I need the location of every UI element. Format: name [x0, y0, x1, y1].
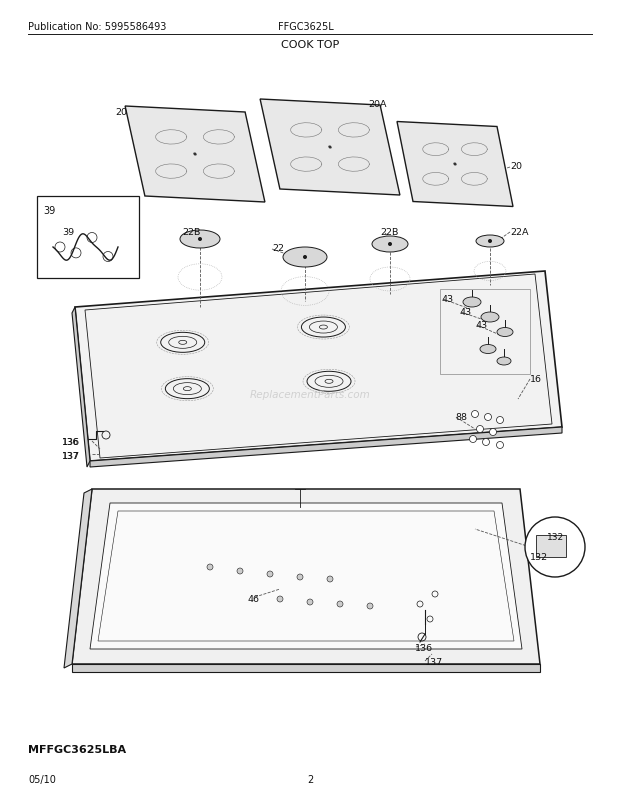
Ellipse shape [497, 328, 513, 337]
Circle shape [525, 517, 585, 577]
Polygon shape [90, 427, 562, 468]
Text: COOK TOP: COOK TOP [281, 40, 339, 50]
Ellipse shape [476, 236, 504, 248]
Text: 43: 43 [460, 308, 472, 317]
Polygon shape [72, 308, 90, 468]
Circle shape [490, 429, 497, 436]
Circle shape [482, 439, 490, 446]
Polygon shape [64, 489, 92, 668]
Circle shape [477, 426, 484, 433]
Circle shape [307, 599, 313, 606]
Circle shape [207, 565, 213, 570]
Polygon shape [75, 272, 562, 461]
Polygon shape [454, 164, 456, 166]
Circle shape [497, 417, 503, 424]
Circle shape [484, 414, 492, 421]
Ellipse shape [481, 313, 499, 322]
Circle shape [367, 603, 373, 610]
Text: 132: 132 [530, 553, 548, 561]
Text: MFFGC3625LBA: MFFGC3625LBA [28, 744, 126, 754]
Circle shape [471, 411, 479, 418]
Text: 16: 16 [530, 375, 542, 383]
Polygon shape [90, 504, 522, 649]
Text: 39: 39 [62, 228, 74, 237]
Text: 22B: 22B [380, 228, 399, 237]
Text: 46: 46 [248, 594, 260, 603]
Ellipse shape [283, 248, 327, 268]
Ellipse shape [497, 358, 511, 366]
Text: 88: 88 [455, 412, 467, 422]
Circle shape [267, 571, 273, 577]
Circle shape [337, 602, 343, 607]
Circle shape [388, 243, 392, 247]
Circle shape [303, 256, 307, 260]
Circle shape [469, 436, 477, 443]
Ellipse shape [372, 237, 408, 253]
Ellipse shape [480, 345, 496, 354]
Polygon shape [125, 107, 265, 203]
Polygon shape [72, 664, 540, 672]
Polygon shape [260, 100, 400, 196]
Text: 20: 20 [115, 107, 127, 117]
Circle shape [237, 569, 243, 574]
Circle shape [277, 596, 283, 602]
Text: 137: 137 [62, 452, 80, 460]
Polygon shape [397, 123, 513, 207]
Text: 22B: 22B [182, 228, 200, 237]
Circle shape [327, 577, 333, 582]
Text: 2: 2 [307, 774, 313, 784]
FancyBboxPatch shape [536, 535, 566, 557]
Text: 137: 137 [425, 657, 443, 666]
Circle shape [297, 574, 303, 581]
Text: 20: 20 [510, 162, 522, 171]
Text: 43: 43 [476, 321, 488, 330]
Text: 136: 136 [62, 437, 80, 447]
Text: 39: 39 [43, 206, 55, 216]
Text: Publication No: 5995586493: Publication No: 5995586493 [28, 22, 166, 32]
Text: 20A: 20A [368, 100, 386, 109]
Text: 136: 136 [415, 643, 433, 652]
Text: ReplacementParts.com: ReplacementParts.com [250, 390, 370, 399]
Ellipse shape [180, 231, 220, 249]
Circle shape [497, 442, 503, 449]
Text: 05/10: 05/10 [28, 774, 56, 784]
Polygon shape [194, 154, 196, 156]
Text: 43: 43 [442, 294, 454, 304]
Text: 137: 137 [62, 452, 79, 460]
Polygon shape [72, 489, 540, 664]
Polygon shape [329, 147, 331, 148]
Text: 136: 136 [62, 437, 79, 447]
Ellipse shape [463, 298, 481, 308]
Text: 22: 22 [272, 244, 284, 253]
Text: 132: 132 [547, 533, 565, 541]
Text: FFGC3625L: FFGC3625L [278, 22, 334, 32]
Circle shape [488, 240, 492, 244]
FancyBboxPatch shape [37, 196, 139, 278]
Text: 22A: 22A [510, 228, 528, 237]
Circle shape [198, 237, 202, 241]
